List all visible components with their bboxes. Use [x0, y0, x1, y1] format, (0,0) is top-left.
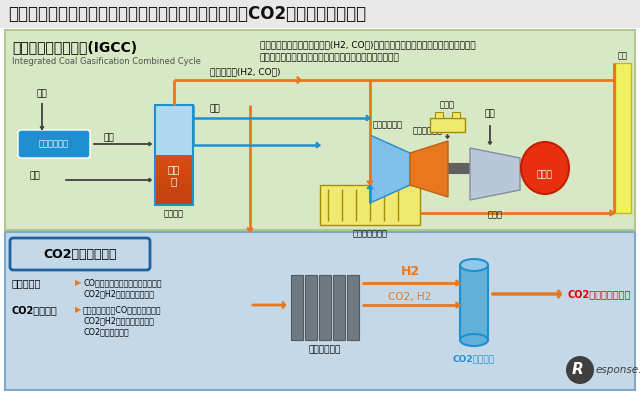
Bar: [155, 177, 193, 181]
Ellipse shape: [460, 259, 488, 271]
Bar: [5, 232, 635, 390]
Bar: [155, 190, 193, 193]
Bar: [155, 167, 193, 171]
Text: 蒸気: 蒸気: [210, 104, 221, 113]
Bar: [0, 0, 640, 28]
Ellipse shape: [521, 142, 569, 194]
Text: CO2を分離回収。: CO2を分離回収。: [83, 327, 129, 336]
Polygon shape: [410, 141, 448, 197]
Text: 燃焼器: 燃焼器: [440, 100, 455, 109]
Bar: [347, 275, 359, 340]
Text: 圧縮機: 圧縮機: [488, 210, 502, 219]
Bar: [155, 200, 193, 203]
FancyBboxPatch shape: [10, 238, 150, 270]
Text: Integrated Coal Gasification Combined Cycle: Integrated Coal Gasification Combined Cy…: [12, 57, 201, 66]
Text: 可燃性ガス中のCOをシフト反応で: 可燃性ガス中のCOをシフト反応で: [83, 305, 161, 314]
Text: 可燃性ガス(H2, CO等): 可燃性ガス(H2, CO等): [210, 67, 280, 76]
Bar: [305, 275, 317, 340]
Bar: [155, 198, 193, 201]
Text: CO2とH2に転換する反応。: CO2とH2に転換する反応。: [83, 289, 154, 298]
Text: 石炭をガス化して可燃性ガス(H2, CO等)に変換し、ガスタービン燃料として利用。: 石炭をガス化して可燃性ガス(H2, CO等)に変換し、ガスタービン燃料として利用…: [260, 40, 476, 49]
Bar: [155, 165, 193, 168]
Text: CO2分離回収: CO2分離回収: [12, 305, 58, 315]
Text: シフト反応: シフト反応: [12, 278, 42, 288]
Text: シフト反応器: シフト反応器: [309, 345, 341, 354]
Text: ガス化炉: ガス化炉: [164, 209, 184, 218]
FancyBboxPatch shape: [18, 130, 90, 158]
Bar: [155, 162, 193, 166]
Text: ▶: ▶: [75, 305, 81, 314]
Bar: [319, 275, 331, 340]
Text: 発電機: 発電機: [537, 171, 553, 179]
Text: CO2分離回収: CO2分離回収: [453, 354, 495, 363]
Bar: [155, 175, 193, 178]
Text: 排熱回収ボイラ: 排熱回収ボイラ: [353, 229, 387, 238]
Bar: [615, 63, 631, 213]
Bar: [460, 265, 488, 340]
Bar: [435, 112, 443, 118]
Text: 蒸気タービン: 蒸気タービン: [373, 120, 403, 129]
Text: CO2とH2に転換したうえで: CO2とH2に転換したうえで: [83, 316, 154, 325]
Text: 空気分離装置: 空気分離装置: [39, 139, 69, 149]
Bar: [333, 275, 345, 340]
Text: 空気: 空気: [36, 89, 47, 98]
Text: 石炭ガス化複合発電(IGCC): 石炭ガス化複合発電(IGCC): [12, 40, 137, 54]
Bar: [155, 185, 193, 188]
Bar: [155, 203, 193, 205]
Text: ▶: ▶: [75, 278, 81, 287]
Text: ガスタービン排熱およびガス化炉の熱により蒸気を発生。: ガスタービン排熱およびガス化炉の熱により蒸気を発生。: [260, 53, 400, 62]
Bar: [155, 192, 193, 196]
Text: CO2　輸送・貯留へ: CO2 輸送・貯留へ: [567, 289, 630, 299]
Polygon shape: [370, 135, 410, 203]
Bar: [155, 155, 193, 158]
Bar: [155, 105, 193, 205]
Bar: [155, 182, 193, 186]
Bar: [5, 30, 635, 230]
Bar: [452, 112, 460, 118]
Text: ガスタービン: ガスタービン: [413, 126, 443, 135]
Text: 酸素: 酸素: [103, 134, 114, 143]
Bar: [291, 275, 303, 340]
Text: 空気: 空気: [484, 109, 495, 118]
Text: 石炭: 石炭: [30, 171, 41, 181]
Text: 実証試験システム（酸素吹石炭ガス化複合発電およびCO2分離回収）の概要: 実証試験システム（酸素吹石炭ガス化複合発電およびCO2分離回収）の概要: [8, 5, 366, 23]
Ellipse shape: [460, 334, 488, 346]
Text: 煙突: 煙突: [618, 51, 628, 60]
Text: H2: H2: [401, 265, 420, 278]
Bar: [155, 180, 193, 183]
Text: ガス
化: ガス 化: [168, 164, 180, 186]
Bar: [155, 105, 193, 155]
Bar: [155, 158, 193, 160]
Bar: [320, 185, 420, 225]
Circle shape: [566, 356, 594, 384]
Bar: [155, 173, 193, 175]
Text: esponse.: esponse.: [596, 365, 640, 375]
Bar: [155, 170, 193, 173]
Bar: [155, 188, 193, 190]
Text: CO2分離回収技術: CO2分離回収技術: [44, 248, 116, 260]
Bar: [155, 195, 193, 198]
Bar: [155, 160, 193, 163]
Text: CO2, H2: CO2, H2: [388, 292, 431, 302]
Text: R: R: [572, 363, 584, 378]
Polygon shape: [470, 148, 520, 200]
Bar: [430, 118, 465, 132]
Text: COに水蒸気を添加し、触媒反応で: COに水蒸気を添加し、触媒反応で: [83, 278, 161, 287]
